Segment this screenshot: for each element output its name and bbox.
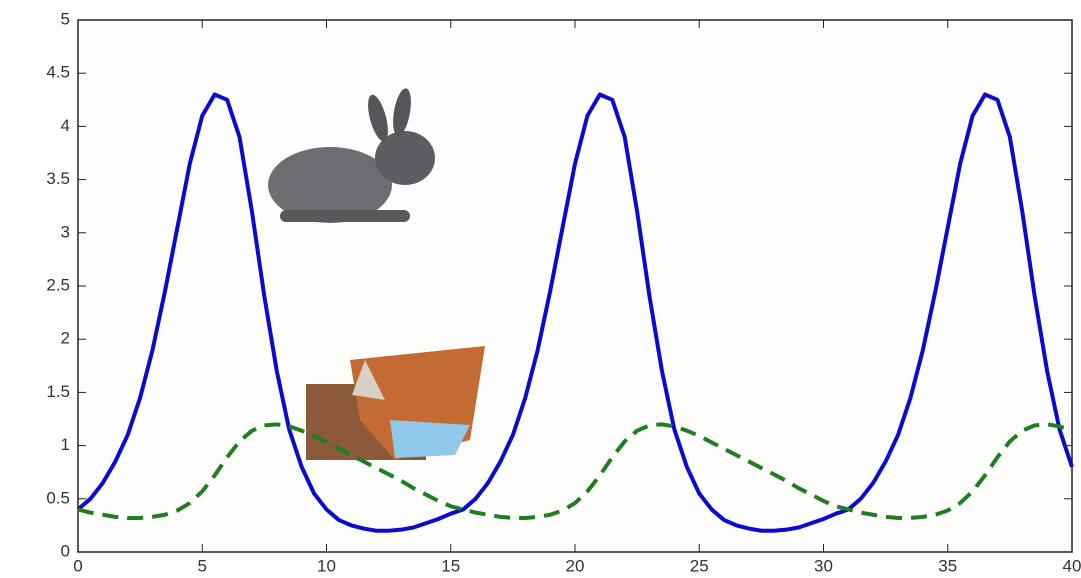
y-tick-label: 3.5 <box>46 169 70 188</box>
y-tick-label: 2.5 <box>46 275 70 294</box>
x-tick-label: 25 <box>690 556 709 575</box>
x-tick-label: 35 <box>938 556 957 575</box>
x-tick-label: 30 <box>814 556 833 575</box>
y-tick-label: 1 <box>61 435 70 454</box>
y-tick-label: 4 <box>61 116 70 135</box>
plot-frame <box>77 19 1073 553</box>
series-line <box>77 422 1073 520</box>
y-tick-label: 2 <box>61 329 70 348</box>
y-tick-label: 5 <box>61 9 70 28</box>
y-tick-label: 4.5 <box>46 63 70 82</box>
y-tick-label: 1.5 <box>46 382 70 401</box>
y-tick-label: 0 <box>61 541 70 560</box>
y-tick-label: 3 <box>61 222 70 241</box>
fox-picture <box>306 346 485 460</box>
x-tick-label: 15 <box>441 556 460 575</box>
series-line <box>76 92 1074 533</box>
x-tick-label: 0 <box>73 556 82 575</box>
x-tick-label: 20 <box>566 556 585 575</box>
x-tick-label: 40 <box>1063 556 1081 575</box>
rabbit-picture <box>268 88 435 223</box>
y-tick-label: 0.5 <box>46 488 70 507</box>
x-tick-label: 5 <box>198 556 207 575</box>
x-tick-label: 10 <box>317 556 336 575</box>
